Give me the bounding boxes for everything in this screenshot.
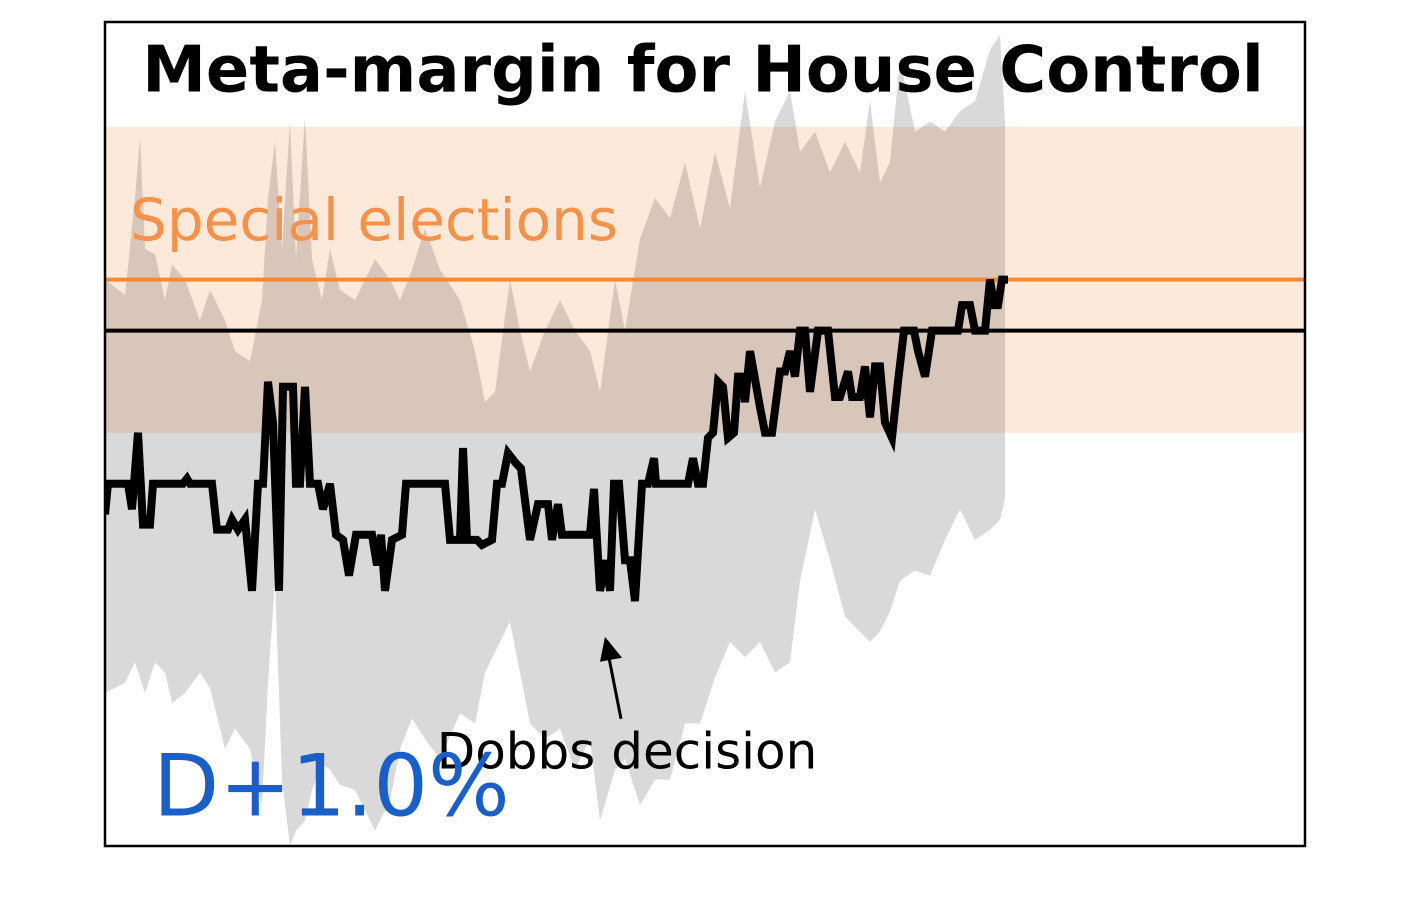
- current-value-label: D+1.0%: [153, 736, 510, 836]
- chart-title: Meta-margin for House Control: [142, 34, 1264, 108]
- meta-margin-line: [105, 275, 1008, 602]
- plot-area: [105, 34, 1305, 846]
- annotation-arrow: [606, 652, 623, 720]
- plot-frame: [103, 20, 1307, 848]
- annotation-text: Dobbs decision: [437, 722, 818, 780]
- shaded-region-label: Special elections: [130, 186, 618, 254]
- annotation-arrowhead: [600, 636, 622, 662]
